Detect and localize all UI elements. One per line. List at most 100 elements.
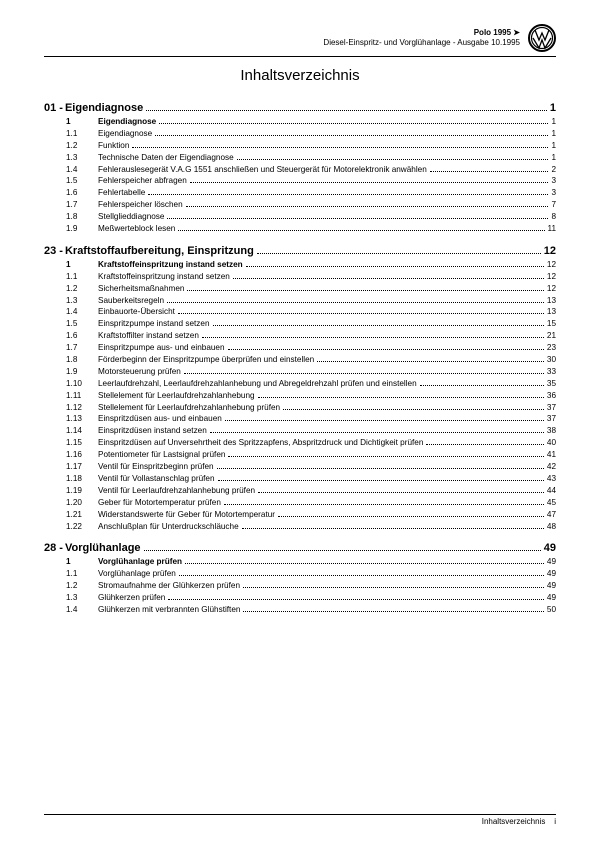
- entry-page: 30: [547, 354, 556, 366]
- section-number: 23 -: [44, 245, 63, 257]
- entry-page: 21: [547, 330, 556, 342]
- leader-dots: [257, 246, 541, 254]
- entry-number: 1.9: [66, 366, 98, 378]
- leader-dots: [146, 103, 547, 111]
- leader-dots: [237, 154, 549, 160]
- toc-entry: 1.14Einspritzdüsen instand setzen 38: [44, 425, 556, 437]
- entry-page: 50: [547, 604, 556, 616]
- section-title: Vorglühanlage: [65, 542, 141, 554]
- entry-title: Funktion: [98, 140, 129, 152]
- entry-page: 23: [547, 342, 556, 354]
- toc-entry: 1.3Sauberkeitsregeln 13: [44, 295, 556, 307]
- entry-title: Technische Daten der Eigendiagnose: [98, 152, 234, 164]
- entry-page: 13: [547, 295, 556, 307]
- entry-title: Förderbeginn der Einspritzpumpe überprüf…: [98, 354, 314, 366]
- toc-entry: 1.4Glühkerzen mit verbrannten Glühstifte…: [44, 604, 556, 616]
- entry-number: 1.5: [66, 175, 98, 187]
- entry-title: Einspritzdüsen aus- und einbauen: [98, 413, 222, 425]
- entry-number: 1.7: [66, 199, 98, 211]
- leader-dots: [187, 285, 543, 291]
- entry-page: 49: [547, 568, 556, 580]
- toc-entry: 1.9Motorsteuerung prüfen33: [44, 366, 556, 378]
- leader-dots: [184, 368, 544, 374]
- toc-entry: 1.13Einspritzdüsen aus- und einbauen37: [44, 413, 556, 425]
- entry-title: Stellelement für Leerlaufdrehzahlanhebun…: [98, 390, 255, 402]
- entry-page: 7: [551, 199, 556, 211]
- toc-entry: 1.11Stellelement für Leerlaufdrehzahlanh…: [44, 390, 556, 402]
- entry-title: Vorglühanlage prüfen: [98, 556, 182, 568]
- entry-title: Geber für Motortemperatur prüfen: [98, 497, 221, 509]
- entry-number: 1.2: [66, 580, 98, 592]
- entry-title: Eigendiagnose: [98, 128, 152, 140]
- entry-title: Meßwerteblock lesen: [98, 223, 175, 235]
- toc-entry: 1.19Ventil für Leerlaufdrehzahlanhebung …: [44, 485, 556, 497]
- leader-dots: [190, 178, 549, 184]
- header-rule: [44, 56, 556, 57]
- entry-title: Kraftstoffilter instand setzen: [98, 330, 199, 342]
- entry-number: 1.3: [66, 152, 98, 164]
- leader-dots: [148, 190, 548, 196]
- entry-title: Widerstandswerte für Geber für Motortemp…: [98, 509, 275, 521]
- entry-number: 1.1: [66, 568, 98, 580]
- section-title: Kraftstoffaufbereitung, Einspritzung: [65, 245, 254, 257]
- leader-dots: [178, 309, 544, 315]
- section-heading: 01 - Eigendiagnose1: [44, 102, 556, 114]
- entry-page: 12: [547, 271, 556, 283]
- entry-number: 1.5: [66, 318, 98, 330]
- toc-entry: 1.5Fehlerspeicher abfragen3: [44, 175, 556, 187]
- section-number: 28 -: [44, 542, 63, 554]
- entry-number: 1.8: [66, 354, 98, 366]
- leader-dots: [132, 142, 548, 148]
- leader-dots: [430, 166, 549, 172]
- entry-title: Einspritzdüsen instand setzen: [98, 425, 207, 437]
- entry-title: Fehlertabelle: [98, 187, 145, 199]
- leader-dots: [202, 333, 544, 339]
- section-title: Eigendiagnose: [65, 102, 143, 114]
- entry-page: 48: [547, 521, 556, 533]
- toc-entry: 1.10Leerlaufdrehzahl, Leerlaufdrehzahlan…: [44, 378, 556, 390]
- entry-title: Sicherheitsmaßnahmen: [98, 283, 184, 295]
- entry-number: 1.6: [66, 330, 98, 342]
- entry-page: 33: [547, 366, 556, 378]
- leader-dots: [278, 511, 544, 517]
- entry-title: Kraftstoffeinspritzung instand setzen: [98, 271, 230, 283]
- entry-page: 44: [547, 485, 556, 497]
- entry-number: 1.14: [66, 425, 98, 437]
- page: Polo 1995 ➤ Diesel-Einspritz- und Vorglü…: [0, 0, 600, 636]
- entry-title: Stellelement für Leerlaufdrehzahlanhebun…: [98, 402, 280, 414]
- entry-page: 1: [551, 152, 556, 164]
- footer-page-roman: i: [554, 817, 556, 826]
- leader-dots: [167, 297, 544, 303]
- toc-entry: 1.7Einspritzpumpe aus- und einbauen23: [44, 342, 556, 354]
- entry-number: 1.1: [66, 128, 98, 140]
- entry-title: Einspritzpumpe instand setzen: [98, 318, 210, 330]
- entry-page: 36: [547, 390, 556, 402]
- entry-page: 49: [547, 556, 556, 568]
- entry-page: 49: [547, 580, 556, 592]
- leader-dots: [426, 440, 543, 446]
- toc-entry: 1.18Ventil für Vollastanschlag prüfen43: [44, 473, 556, 485]
- entry-title: Vorglühanlage prüfen: [98, 568, 176, 580]
- entry-number: 1.3: [66, 295, 98, 307]
- entry-title: Einbauorte-Übersicht: [98, 306, 175, 318]
- entry-page: 37: [547, 402, 556, 414]
- entry-title: Leerlaufdrehzahl, Leerlaufdrehzahlanhebu…: [98, 378, 417, 390]
- entry-page: 1: [551, 140, 556, 152]
- header-text: Polo 1995 ➤ Diesel-Einspritz- und Vorglü…: [323, 28, 520, 49]
- leader-dots: [178, 225, 544, 231]
- toc-entry: 1.8Förderbeginn der Einspritzpumpe überp…: [44, 354, 556, 366]
- entry-title: Ventil für Leerlaufdrehzahlanhebung prüf…: [98, 485, 255, 497]
- page-title: Inhaltsverzeichnis: [44, 67, 556, 84]
- entry-number: 1.10: [66, 378, 98, 390]
- leader-dots: [317, 356, 544, 362]
- entry-page: 38: [547, 425, 556, 437]
- leader-dots: [224, 499, 544, 505]
- leader-dots: [144, 544, 541, 552]
- leader-dots: [228, 344, 544, 350]
- entry-title: Stromaufnahme der Glühkerzen prüfen: [98, 580, 240, 592]
- entry-number: 1.18: [66, 473, 98, 485]
- entry-title: Sauberkeitsregeln: [98, 295, 164, 307]
- toc-entry: 1.5Einspritzpumpe instand setzen15: [44, 318, 556, 330]
- entry-title: Einspritzdüsen auf Unversehrtheit des Sp…: [98, 437, 423, 449]
- leader-dots: [258, 487, 544, 493]
